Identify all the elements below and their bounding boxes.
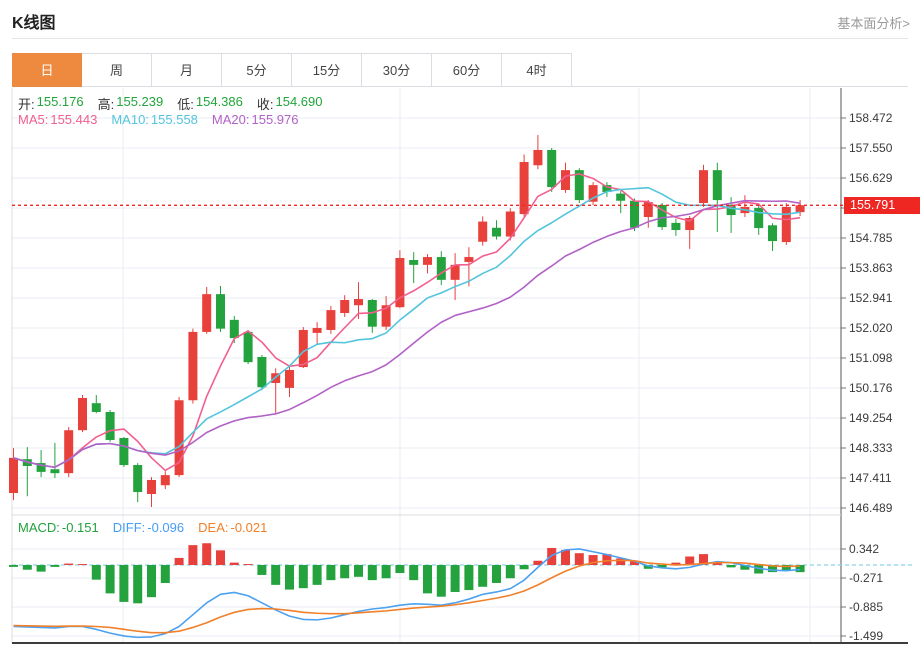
ma5-label: MA5: <box>18 112 49 127</box>
axis-tick-label: -0.885 <box>849 600 884 614</box>
diff-value: -0.096 <box>147 520 185 535</box>
axis-tick-label: 149.254 <box>849 411 893 425</box>
open-label: 开: <box>18 97 35 112</box>
macd-histogram <box>9 543 805 604</box>
dea-line <box>13 559 801 634</box>
close-label: 收: <box>256 97 274 112</box>
axis-tick-label: 0.342 <box>849 542 880 556</box>
axis-tick-label: 150.176 <box>849 381 893 395</box>
candles-layer <box>9 134 805 508</box>
axis-tick-label: 146.489 <box>849 501 893 515</box>
diff-label: DIFF: <box>112 520 146 535</box>
ma10-label: MA10: <box>111 112 149 127</box>
high-value: 155.239 <box>116 94 164 109</box>
low-label: 低: <box>177 97 194 112</box>
tab-monthly[interactable]: 月 <box>152 53 222 87</box>
dea-value: -0.021 <box>230 520 268 535</box>
ma10-line <box>13 186 801 469</box>
ma5-value: 155.443 <box>50 112 98 127</box>
axis-tick-label: 147.411 <box>849 471 892 485</box>
close-value: 154.690 <box>275 94 323 109</box>
axis-tick-label: 157.550 <box>849 141 893 155</box>
ma20-line <box>13 199 801 469</box>
axis-tick-label: 151.098 <box>849 351 893 365</box>
macd-value: -0.151 <box>61 520 99 535</box>
dea-label: DEA: <box>198 520 229 535</box>
diff-line <box>13 548 801 639</box>
ma10-value: 155.558 <box>150 112 198 127</box>
axis-tick-label: 152.941 <box>849 291 893 305</box>
tab-60min[interactable]: 60分 <box>432 53 502 87</box>
axis-tick-label: 152.020 <box>849 321 893 335</box>
open-value: 155.176 <box>36 94 84 109</box>
ma-legend: MA5: 155.443 MA10: 155.558 MA20: 155.976 <box>18 112 313 127</box>
page-title: K线图 <box>12 15 56 32</box>
axis-tick-label: -0.271 <box>849 571 884 585</box>
axis-tick-label: 158.472 <box>849 111 893 125</box>
fundamental-analysis-link[interactable]: 基本面分析> <box>837 16 910 31</box>
axis-tick-label: 154.785 <box>849 231 893 245</box>
ohlc-legend: 开: 155.176 高: 155.239 低: 154.386 收: 154.690 <box>18 94 337 113</box>
axis-tick-label: 156.629 <box>849 171 893 185</box>
current-price-flag: 155.791 <box>844 197 920 214</box>
axis-tick-label: -1.499 <box>849 629 884 643</box>
tab-4hour[interactable]: 4时 <box>502 53 572 87</box>
tab-5min[interactable]: 5分 <box>222 53 292 87</box>
low-value: 154.386 <box>195 94 243 109</box>
ma5-line <box>13 173 801 472</box>
period-tabs: 日 周 月 5分 15分 30分 60分 4时 <box>12 53 572 87</box>
tab-weekly[interactable]: 周 <box>82 53 152 87</box>
ma20-label: MA20: <box>211 112 250 127</box>
axis-tick-label: 148.333 <box>849 441 893 455</box>
axis-tick-label: 153.863 <box>849 261 893 275</box>
tab-15min[interactable]: 15分 <box>292 53 362 87</box>
macd-legend: MACD: -0.151 DIFF: -0.096 DEA: -0.021 <box>18 520 281 535</box>
tab-30min[interactable]: 30分 <box>362 53 432 87</box>
macd-label: MACD: <box>18 520 60 535</box>
ma20-value: 155.976 <box>251 112 299 127</box>
title-divider <box>12 38 908 39</box>
high-label: 高: <box>97 97 115 112</box>
tab-daily[interactable]: 日 <box>12 53 82 87</box>
